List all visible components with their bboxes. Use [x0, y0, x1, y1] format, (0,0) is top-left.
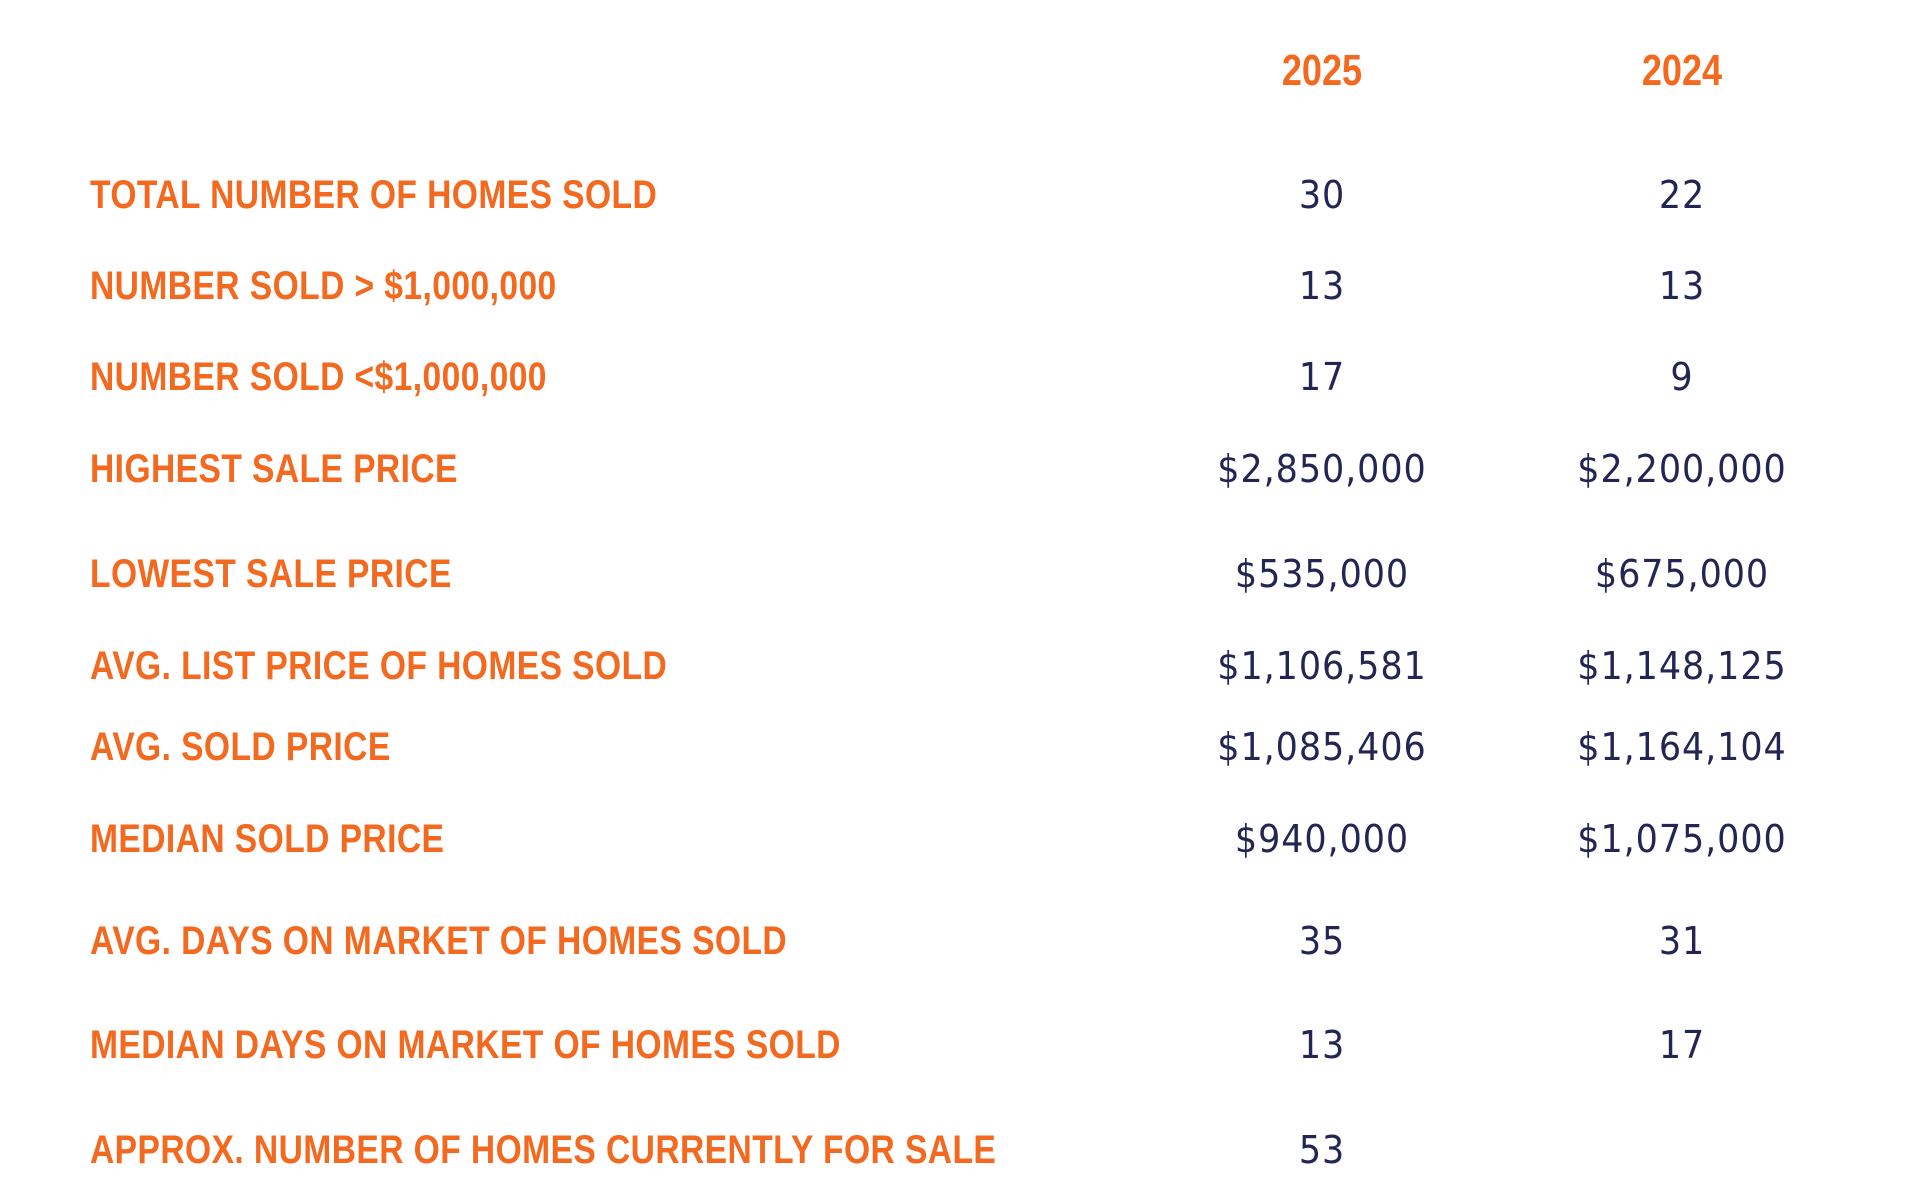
row-label: NUMBER SOLD <$1,000,000: [90, 355, 547, 399]
table-row: NUMBER SOLD > $1,000,000 13 13: [0, 258, 1920, 314]
row-label: MEDIAN DAYS ON MARKET OF HOMES SOLD: [90, 1023, 841, 1067]
column-header-2024: 2024: [1641, 46, 1723, 95]
value-2025: 53: [1298, 1128, 1346, 1172]
value-2025: 30: [1298, 173, 1346, 217]
row-label: HIGHEST SALE PRICE: [90, 447, 458, 491]
value-2024: 9: [1670, 355, 1694, 399]
row-label: AVG. LIST PRICE OF HOMES SOLD: [90, 644, 668, 688]
table-row: HIGHEST SALE PRICE $2,850,000 $2,200,000: [0, 441, 1920, 497]
table-row: MEDIAN SOLD PRICE $940,000 $1,075,000: [0, 811, 1920, 867]
value-2025: $535,000: [1234, 552, 1410, 596]
value-2024: $2,200,000: [1577, 447, 1787, 491]
row-label: TOTAL NUMBER OF HOMES SOLD: [90, 173, 658, 217]
row-label: MEDIAN SOLD PRICE: [90, 817, 445, 861]
value-2025: $1,085,406: [1217, 725, 1427, 769]
value-2024: $1,075,000: [1577, 817, 1787, 861]
table-row: MEDIAN DAYS ON MARKET OF HOMES SOLD 13 1…: [0, 1017, 1920, 1073]
table-row: APPROX. NUMBER OF HOMES CURRENTLY FOR SA…: [0, 1122, 1920, 1178]
value-2025: 13: [1298, 264, 1346, 308]
table-row: NUMBER SOLD <$1,000,000 17 9: [0, 349, 1920, 405]
value-2025: 17: [1298, 355, 1346, 399]
column-header-2025: 2025: [1281, 46, 1363, 95]
value-2024: 17: [1658, 1023, 1706, 1067]
value-2025: 35: [1298, 919, 1346, 963]
value-2024: 31: [1658, 919, 1706, 963]
table-row: AVG. LIST PRICE OF HOMES SOLD $1,106,581…: [0, 638, 1920, 694]
table-row: AVG. DAYS ON MARKET OF HOMES SOLD 35 31: [0, 913, 1920, 969]
value-2025: $940,000: [1234, 817, 1410, 861]
row-label: LOWEST SALE PRICE: [90, 552, 452, 596]
table-header-row: 2025 2024: [0, 43, 1920, 99]
row-label: APPROX. NUMBER OF HOMES CURRENTLY FOR SA…: [90, 1128, 997, 1172]
value-2024: $1,148,125: [1577, 644, 1787, 688]
value-2025: $2,850,000: [1217, 447, 1427, 491]
value-2025: $1,106,581: [1217, 644, 1427, 688]
table-row: LOWEST SALE PRICE $535,000 $675,000: [0, 546, 1920, 602]
value-2024: $675,000: [1594, 552, 1770, 596]
table-row: AVG. SOLD PRICE $1,085,406 $1,164,104: [0, 719, 1920, 775]
value-2024: $1,164,104: [1577, 725, 1787, 769]
table-row: TOTAL NUMBER OF HOMES SOLD 30 22: [0, 167, 1920, 223]
value-2025: 13: [1298, 1023, 1346, 1067]
row-label: AVG. SOLD PRICE: [90, 725, 391, 769]
value-2024: 22: [1658, 173, 1706, 217]
value-2024: 13: [1658, 264, 1706, 308]
row-label: AVG. DAYS ON MARKET OF HOMES SOLD: [90, 919, 788, 963]
row-label: NUMBER SOLD > $1,000,000: [90, 264, 557, 308]
